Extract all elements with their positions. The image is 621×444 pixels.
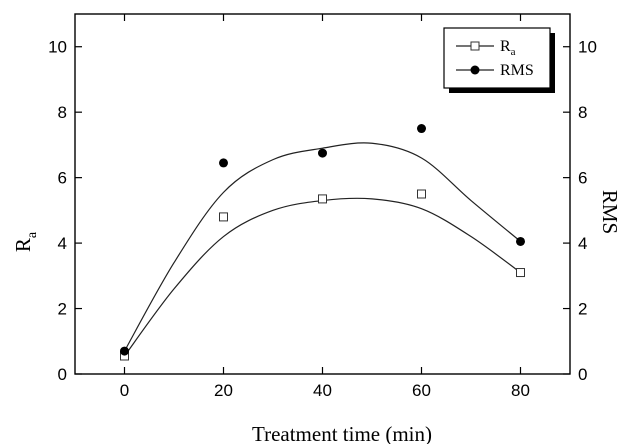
legend-box — [443, 27, 551, 89]
data-points — [120, 124, 525, 361]
legend-label: Ra — [500, 38, 516, 58]
legend-marker-rms — [470, 65, 480, 75]
legend: Ra RMS — [443, 27, 555, 93]
y-tick-label-right: 2 — [578, 300, 587, 319]
y-tick-label-right: 6 — [578, 169, 587, 188]
y-axis-left-title-main: R — [11, 238, 35, 252]
x-tick-label: 20 — [214, 381, 233, 400]
x-tick-label: 80 — [511, 381, 530, 400]
fit-curves — [123, 142, 521, 357]
y-tick-label-right: 8 — [578, 103, 587, 122]
y-tick-label-left: 6 — [58, 169, 67, 188]
legend-marker-ra — [470, 41, 480, 51]
rms-point — [120, 346, 129, 356]
ra-point — [417, 189, 426, 199]
rms-point — [516, 236, 525, 246]
rms-point — [219, 158, 228, 168]
legend-label: RMS — [500, 62, 534, 79]
rms-point — [417, 124, 426, 134]
ra-point — [219, 212, 228, 222]
y-axis-left-title-sub: a — [25, 231, 40, 238]
ra-point — [318, 194, 327, 204]
x-tick-label: 40 — [313, 381, 332, 400]
fit-curve-ra — [124, 197, 521, 357]
y-tick-label-right: 10 — [578, 38, 597, 57]
rms-point — [318, 148, 327, 158]
y-tick-label-right: 0 — [578, 365, 587, 384]
y-tick-label-left: 2 — [58, 300, 67, 319]
y-tick-label-left: 4 — [58, 234, 67, 253]
y-axis-left-title: Ra — [11, 231, 40, 252]
y-tick-label-left: 0 — [58, 365, 67, 384]
y-tick-label-left: 10 — [48, 38, 67, 57]
fit-curve-rms — [123, 142, 521, 352]
y-axis-right-title: RMS — [598, 190, 621, 234]
ra-point — [516, 268, 525, 278]
x-tick-label: 60 — [412, 381, 431, 400]
x-axis-title: Treatment time (min) — [252, 422, 432, 444]
y-tick-label-right: 4 — [578, 234, 587, 253]
y-tick-label-left: 8 — [58, 103, 67, 122]
axes: 0 20 40 60 80 0 0 2 2 4 4 6 6 8 8 10 10 — [48, 13, 597, 400]
x-tick-label: 0 — [120, 381, 129, 400]
